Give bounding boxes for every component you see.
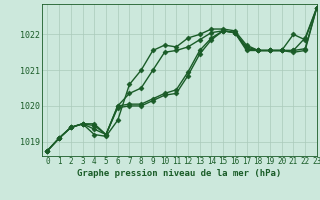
X-axis label: Graphe pression niveau de la mer (hPa): Graphe pression niveau de la mer (hPa) [77,169,281,178]
